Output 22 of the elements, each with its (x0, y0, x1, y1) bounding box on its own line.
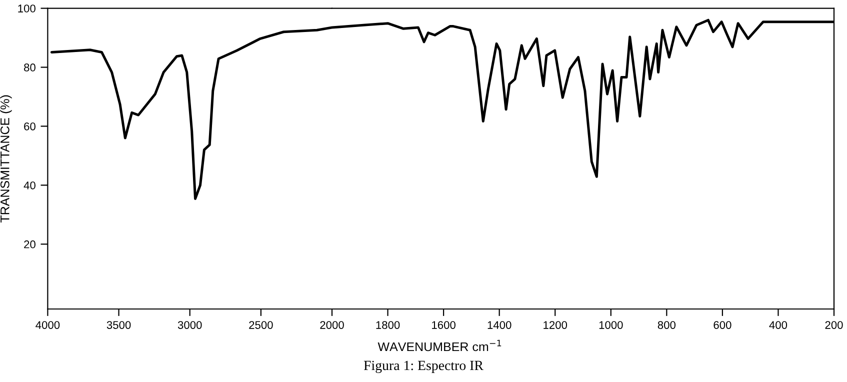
y-tick-label: 100 (18, 4, 36, 12)
x-axis-title: WAVENUMBER cm$^{−1}$ (378, 340, 502, 352)
x-tick-label: 1200 (544, 321, 568, 329)
x-tick-label: 1400 (488, 321, 512, 329)
x-tick-label: 1600 (432, 321, 456, 329)
x-tick-label: 2500 (249, 321, 273, 329)
text: Figura 1: Espectro IR (364, 360, 484, 374)
x-tick-label: 800 (658, 321, 676, 329)
x-tick-label: 3000 (178, 321, 202, 329)
x-tick-label: 2000 (320, 321, 344, 329)
y-tick-label: 40 (24, 181, 36, 190)
x-tick-label: 1800 (376, 321, 400, 329)
x-tick-label: 1000 (599, 321, 623, 329)
x-tick-label: 3500 (106, 321, 131, 329)
y-tick-label: 80 (24, 64, 36, 72)
y-tick-label: 20 (24, 240, 36, 248)
x-tick-label: 200 (825, 321, 843, 329)
x-tick-label: 4000 (36, 321, 60, 329)
y-tick-label: 60 (24, 122, 36, 130)
x-tick-label: 400 (769, 321, 788, 329)
x-tick-label: 600 (714, 321, 732, 329)
y-axis-title: TRANSMITTANCE (%) (0, 95, 12, 222)
